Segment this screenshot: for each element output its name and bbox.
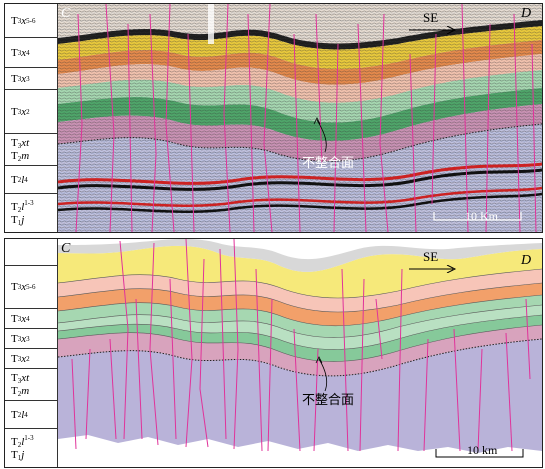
top-legend-l13-j: T2l1-3 T1j: [11, 199, 34, 227]
layer-xt: [58, 325, 542, 376]
top-corner-c: C: [61, 6, 71, 21]
layer-x2-lower: [58, 315, 542, 362]
bottom-legend-x56: T 3 x 5-6: [5, 265, 57, 309]
top-unconformity-pointer: [313, 117, 327, 153]
bottom-legend-spacer: [5, 239, 57, 265]
bottom-scale-label: 10 km: [467, 443, 498, 457]
top-corner-d: D: [521, 6, 532, 21]
top-direction-label: SE: [423, 10, 439, 25]
layer-x56: [58, 245, 542, 298]
seismic-image: [58, 4, 542, 232]
top-legend-x56: T 3 x 5-6: [5, 4, 57, 38]
top-direction-arrow: [409, 26, 457, 34]
layer-x4: [58, 283, 542, 326]
top-unconformity-label: 不整合面: [302, 156, 355, 171]
bottom-legend-xt-m: T3xt T2m: [5, 369, 57, 401]
bottom-unconformity-pointer: [315, 356, 327, 392]
layer-x4-pink: [58, 269, 542, 312]
interpretation-diagram: [58, 239, 542, 453]
bottom-corner-c: C: [61, 241, 71, 256]
bottom-corner-d: D: [521, 253, 532, 268]
fault-lines: [71, 239, 531, 452]
top-legend-xt-m: T3xt T2m: [5, 134, 57, 166]
top-scale-label: 10 Km: [465, 209, 498, 223]
layer-top: [58, 239, 542, 272]
bottom-legend-l13-j: T2l1-3 T1j: [11, 434, 34, 462]
bottom-unconformity-label: 不整合面: [302, 393, 355, 408]
layer-deep: [58, 339, 542, 453]
bottom-scale-bar: [435, 449, 524, 458]
unconformity-line: [58, 338, 542, 377]
bottom-direction-arrow: [409, 265, 457, 273]
bottom-direction-label: SE: [423, 249, 439, 264]
layer-x3: [58, 295, 542, 338]
top-scale-bar: [433, 212, 522, 221]
